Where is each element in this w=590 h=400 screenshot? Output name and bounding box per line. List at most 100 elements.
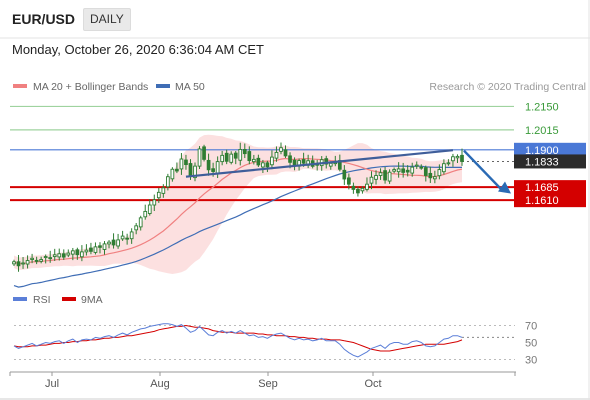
candle (111, 239, 116, 246)
candle (365, 183, 369, 190)
time-tick-label: Aug (150, 378, 170, 390)
candle (52, 254, 57, 258)
candle (215, 161, 220, 175)
candle (229, 153, 234, 163)
candle (147, 204, 152, 214)
candle (328, 162, 333, 167)
candle (387, 171, 392, 182)
candle (446, 162, 451, 165)
candle (383, 170, 387, 181)
level-label: 1.1900 (525, 145, 559, 157)
level-label: 1.1833 (525, 156, 559, 168)
candle (410, 166, 415, 174)
candle (57, 253, 62, 258)
candle (70, 250, 75, 255)
candle (39, 259, 44, 262)
candle (12, 261, 16, 265)
candle (134, 225, 139, 231)
level-label: 1.1685 (525, 182, 559, 194)
level-tag (514, 154, 586, 169)
time-tick-label: Sep (258, 378, 278, 390)
candle (324, 158, 329, 165)
candle (374, 175, 378, 180)
candle (292, 159, 297, 166)
candle (107, 241, 111, 245)
level-label: 1.2015 (525, 125, 559, 137)
projection-arrow (463, 149, 504, 192)
rsi-legend-swatch (13, 297, 27, 301)
level-tag (514, 180, 586, 195)
candle (401, 168, 406, 173)
candle (460, 154, 464, 162)
candle (179, 158, 184, 170)
candle (238, 149, 243, 161)
candle (125, 237, 129, 240)
candle (247, 151, 252, 162)
candle (242, 149, 247, 155)
candle (301, 159, 306, 164)
candle (16, 261, 21, 267)
candle (360, 187, 365, 192)
candle (451, 156, 455, 162)
candle (279, 147, 283, 152)
ma50-line (13, 165, 462, 288)
candle (378, 172, 383, 176)
level-tag (514, 142, 586, 157)
ma50-legend-swatch (156, 84, 170, 88)
candle (120, 235, 125, 240)
candle (66, 252, 71, 256)
candle (428, 172, 433, 179)
candle (129, 231, 134, 240)
candle (75, 249, 80, 256)
ma9-legend-swatch (62, 297, 76, 301)
candle (211, 168, 215, 172)
candle (156, 191, 161, 199)
rsi-tick-label: 70 (525, 321, 537, 333)
candle (224, 152, 229, 162)
candle (351, 185, 356, 190)
candle (166, 176, 170, 188)
level-label: 1.2150 (525, 101, 559, 113)
candle (138, 217, 143, 228)
candle (369, 176, 374, 184)
candle (270, 156, 274, 166)
candle (170, 168, 175, 180)
candle (98, 245, 102, 248)
ma9-line (13, 324, 463, 352)
candle (274, 151, 279, 159)
rsi-panel: 70 50 30 (13, 321, 537, 367)
rsi-line (13, 323, 463, 358)
candle (396, 168, 401, 173)
time-tick-label: Jul (45, 378, 59, 390)
timeframe-button[interactable]: DAILY (83, 8, 131, 31)
candle (202, 146, 206, 160)
level-label: 1.1610 (525, 195, 559, 207)
candle (405, 169, 410, 173)
time-axis: Jul Aug Sep Oct (9, 371, 516, 390)
candle (116, 239, 120, 247)
candle (143, 210, 148, 218)
projection-arrowhead (498, 181, 511, 194)
candle (48, 257, 53, 260)
candle (265, 162, 270, 168)
rsi-legend-label: RSI (33, 294, 51, 306)
candle (184, 159, 188, 166)
ma20-legend-label: MA 20 + Bollinger Bands (33, 81, 148, 93)
candle (414, 164, 419, 167)
trend-line (185, 149, 454, 178)
candle (233, 152, 238, 159)
candle (356, 188, 360, 194)
candle (25, 260, 30, 265)
candle (283, 149, 288, 157)
chart-header: EUR/USD DAILY (0, 0, 590, 38)
candle (84, 249, 89, 253)
candle (34, 259, 39, 262)
level-tag (514, 193, 586, 208)
candle (43, 256, 48, 259)
rsi-tick-label: 50 (525, 338, 537, 350)
candle (392, 169, 396, 172)
candle (423, 167, 428, 176)
rsi-tick-label: 30 (525, 355, 537, 367)
candle (347, 177, 351, 185)
